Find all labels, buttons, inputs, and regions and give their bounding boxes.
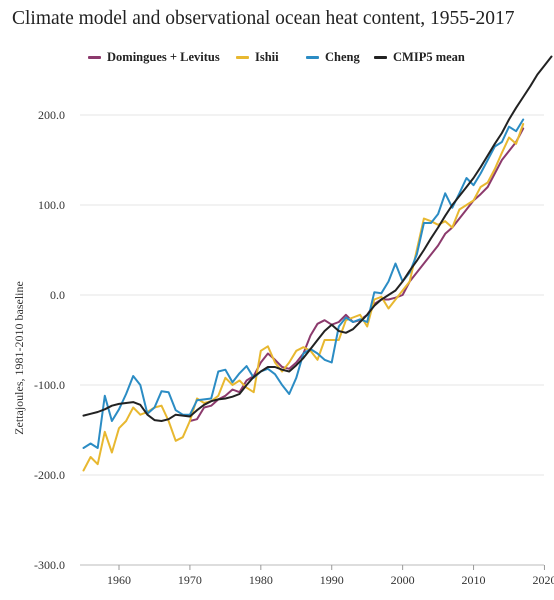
legend-label: Domingues + Levitus <box>107 50 220 64</box>
x-tick-label: 1990 <box>320 573 344 587</box>
x-tick-label: 1980 <box>249 573 273 587</box>
x-tick-label: 2010 <box>462 573 486 587</box>
y-axis-label: Zettajoules, 1981-2010 baseline <box>12 281 26 435</box>
legend-item: CMIP5 mean <box>374 50 465 65</box>
x-tick-label: 1970 <box>178 573 202 587</box>
legend-item: Domingues + Levitus <box>88 50 220 65</box>
y-tick-label: -100.0 <box>34 378 65 392</box>
legend-label: CMIP5 mean <box>393 50 465 64</box>
legend-label: Ishii <box>255 50 279 64</box>
legend-item: Cheng <box>306 50 360 65</box>
legend: Domingues + Levitus Ishii Cheng CMIP5 mean <box>0 50 554 70</box>
y-tick-label: 100.0 <box>38 198 65 212</box>
x-tick-label: 1960 <box>107 573 131 587</box>
series-line-cmip5-mean <box>82 55 553 422</box>
legend-label: Cheng <box>325 50 360 64</box>
y-tick-label: -300.0 <box>34 558 65 572</box>
legend-item: Ishii <box>236 50 279 65</box>
x-tick-label: 2000 <box>391 573 415 587</box>
legend-swatch <box>306 56 319 59</box>
legend-swatch <box>88 56 101 59</box>
y-tick-label: -200.0 <box>34 468 65 482</box>
series-line-cheng <box>82 118 525 449</box>
x-tick-label: 2020 <box>532 573 554 587</box>
series-line-domingues-levitus <box>188 127 525 422</box>
chart-title: Climate model and observational ocean he… <box>12 8 515 29</box>
y-tick-label: 200.0 <box>38 108 65 122</box>
legend-swatch <box>374 56 387 59</box>
series-line-ishii <box>82 123 525 472</box>
legend-swatch <box>236 56 249 59</box>
y-tick-label: 0.0 <box>50 288 65 302</box>
